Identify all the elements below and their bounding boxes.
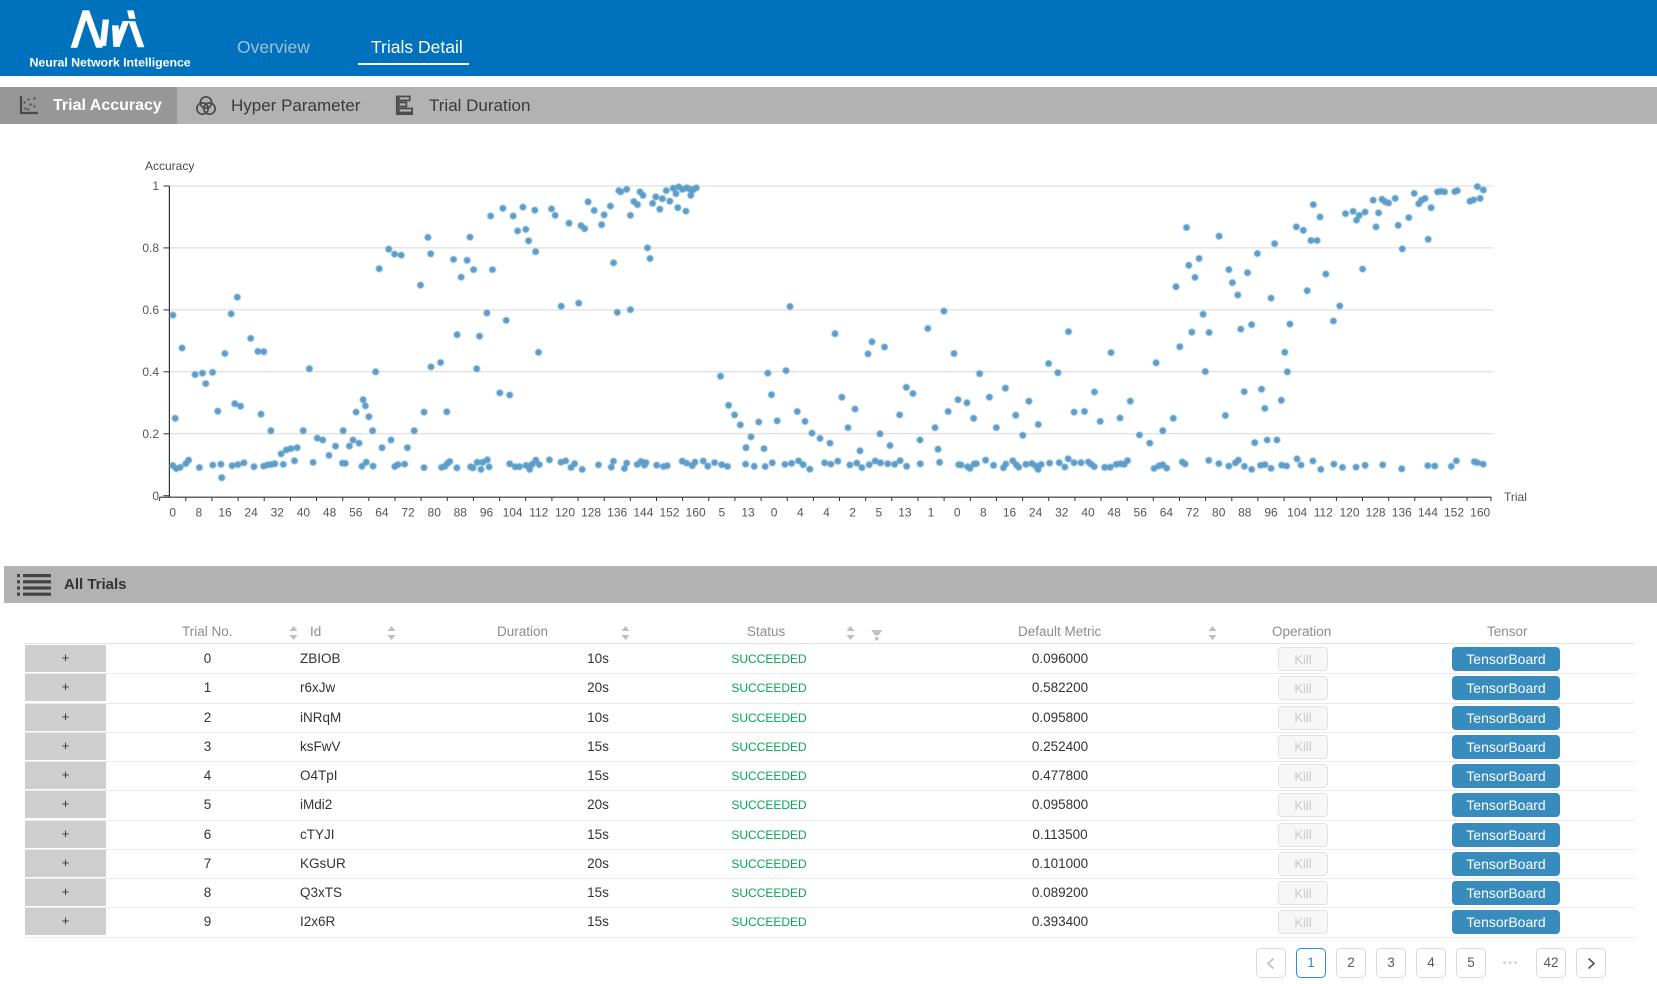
svg-text:48: 48	[1107, 506, 1121, 520]
svg-text:4: 4	[823, 506, 830, 520]
svg-text:56: 56	[349, 506, 363, 520]
svg-text:56: 56	[1134, 506, 1148, 520]
svg-text:1: 1	[152, 179, 159, 193]
svg-text:0: 0	[771, 506, 778, 520]
svg-text:136: 136	[1392, 506, 1412, 520]
svg-text:16: 16	[1003, 506, 1017, 520]
svg-text:0.6: 0.6	[142, 303, 159, 317]
svg-text:40: 40	[297, 506, 311, 520]
svg-text:96: 96	[480, 506, 494, 520]
svg-text:0: 0	[169, 506, 176, 520]
svg-text:0: 0	[152, 489, 159, 503]
svg-text:112: 112	[1314, 506, 1333, 520]
svg-text:4: 4	[797, 506, 804, 520]
svg-text:128: 128	[1366, 506, 1386, 520]
svg-text:64: 64	[1160, 506, 1174, 520]
svg-text:104: 104	[503, 506, 523, 520]
svg-text:5: 5	[875, 506, 882, 520]
svg-text:120: 120	[1339, 506, 1359, 520]
svg-text:64: 64	[375, 506, 389, 520]
svg-text:48: 48	[323, 506, 337, 520]
svg-text:80: 80	[1212, 506, 1226, 520]
svg-text:152: 152	[659, 506, 679, 520]
svg-text:96: 96	[1264, 506, 1278, 520]
svg-text:Neural Network Intelligence: Neural Network Intelligence	[30, 56, 191, 70]
svg-text:32: 32	[1055, 506, 1069, 520]
svg-text:72: 72	[401, 506, 415, 520]
svg-text:32: 32	[271, 506, 285, 520]
svg-text:0.8: 0.8	[142, 241, 159, 255]
svg-text:144: 144	[633, 506, 653, 520]
svg-text:0: 0	[954, 506, 961, 520]
svg-text:152: 152	[1444, 506, 1464, 520]
svg-text:16: 16	[218, 506, 232, 520]
svg-text:160: 160	[1470, 506, 1490, 520]
svg-text:1: 1	[928, 506, 935, 520]
svg-text:13: 13	[898, 506, 912, 520]
svg-text:8: 8	[980, 506, 987, 520]
svg-text:112: 112	[529, 506, 548, 520]
svg-text:Accuracy: Accuracy	[145, 159, 194, 173]
svg-text:40: 40	[1081, 506, 1095, 520]
svg-text:2: 2	[849, 506, 856, 520]
svg-text:128: 128	[581, 506, 601, 520]
svg-text:5: 5	[718, 506, 725, 520]
svg-text:0.4: 0.4	[142, 365, 159, 379]
svg-text:88: 88	[1238, 506, 1252, 520]
svg-text:160: 160	[686, 506, 706, 520]
svg-text:Trial: Trial	[1504, 490, 1527, 504]
svg-text:24: 24	[244, 506, 258, 520]
svg-text:80: 80	[428, 506, 442, 520]
svg-text:88: 88	[454, 506, 468, 520]
svg-text:72: 72	[1186, 506, 1200, 520]
svg-text:0.2: 0.2	[142, 427, 159, 441]
svg-text:8: 8	[195, 506, 202, 520]
svg-text:104: 104	[1287, 506, 1307, 520]
svg-text:13: 13	[741, 506, 755, 520]
svg-text:120: 120	[555, 506, 575, 520]
svg-text:144: 144	[1418, 506, 1438, 520]
svg-text:24: 24	[1029, 506, 1043, 520]
svg-text:136: 136	[607, 506, 627, 520]
